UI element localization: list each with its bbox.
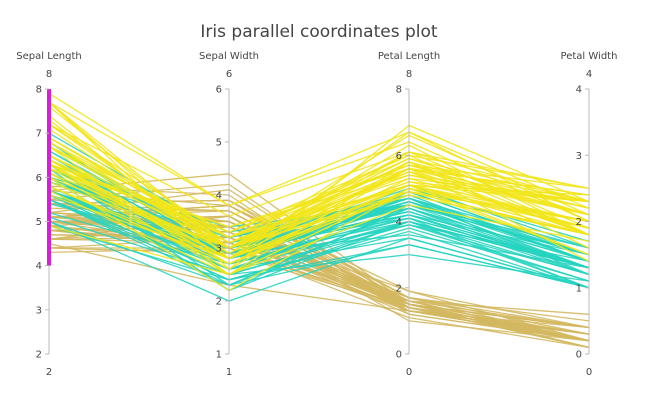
axis-1-label: Sepal Width — [199, 51, 259, 62]
axis-1-tick-label-2: 3 — [216, 244, 222, 255]
axis-2-tick-label-4: 8 — [396, 85, 402, 96]
axis-2-tick-label-1: 2 — [396, 283, 402, 294]
axis-3-range-min: 0 — [586, 367, 592, 378]
axis-3-tick-label-1: 1 — [576, 283, 582, 294]
axis-1[interactable]: Sepal Width 6 11 2 3 4 5 6 — [199, 51, 259, 378]
series-2-line-42 — [48, 184, 590, 265]
series-2-line-40 — [48, 145, 590, 244]
series-2-line-38 — [48, 176, 590, 249]
axis-2-label: Petal Length — [378, 51, 440, 62]
axis-2-tick-label-0: 0 — [396, 350, 402, 361]
axis-2-tick-label-3: 6 — [396, 151, 402, 162]
series-2-line-47 — [48, 154, 590, 249]
axis-1-tick-label-1: 2 — [216, 297, 222, 308]
axis-0-tick-label-5: 7 — [36, 129, 42, 140]
series-2-line-17 — [48, 101, 590, 209]
series-2-line-46 — [48, 163, 590, 276]
axis-2[interactable]: Petal Length 8 00 2 4 6 8 — [378, 51, 440, 378]
series-2-line-48 — [48, 167, 590, 228]
axis-1-range-max: 6 — [226, 69, 232, 80]
axis-0-tick-label-4: 6 — [36, 173, 42, 184]
series-1-line-42 — [48, 185, 590, 276]
axis-1-tick-label-5: 6 — [216, 85, 222, 96]
series-2-line-5 — [48, 106, 590, 249]
axis-3-tick-label-0: 0 — [576, 350, 582, 361]
axis-3-tick-label-2: 2 — [576, 217, 582, 228]
axis-1-tick-label-4: 5 — [216, 138, 222, 149]
axis-3-tick-label-3: 3 — [576, 151, 582, 162]
axis-0-range-max: 8 — [46, 69, 52, 80]
axis-2-tick-label-2: 4 — [396, 217, 402, 228]
axis-3-tick-label-4: 4 — [576, 85, 582, 96]
axis-0-tick-label-6: 8 — [36, 85, 42, 96]
axis-1-tick-label-3: 4 — [216, 191, 222, 202]
axis-3-label: Petal Width — [561, 51, 618, 62]
series-1-line-31 — [48, 198, 590, 289]
axis-1-tick-label-0: 1 — [216, 350, 222, 361]
axis-1-range-min: 1 — [226, 367, 232, 378]
series-2-line-27 — [48, 172, 590, 249]
axis-0-range-min: 2 — [46, 367, 52, 378]
axis-3[interactable]: Petal Width 4 00 1 2 3 4 — [561, 51, 618, 378]
series-2-line-2 — [48, 128, 590, 249]
axis-0-label: Sepal Length — [16, 51, 81, 62]
axis-3-range-max: 4 — [586, 69, 592, 80]
axis-0-tick-label-0: 2 — [36, 350, 42, 361]
axis-0[interactable]: Sepal Length 8 22 3 4 5 6 7 8 — [16, 51, 81, 378]
axis-0-tick-label-1: 3 — [36, 305, 42, 316]
axis-0-tick-label-2: 4 — [36, 261, 42, 272]
series-1-line-48 — [48, 216, 590, 282]
chart-title: Iris parallel coordinates plot — [200, 22, 437, 42]
polylines-layer — [48, 92, 590, 349]
series-2-line-19 — [48, 176, 590, 292]
series-2-line-49 — [48, 181, 590, 249]
axis-0-tick-label-3: 5 — [36, 217, 42, 228]
axis-2-range-min: 0 — [406, 367, 412, 378]
series-2-line-44 — [48, 145, 590, 233]
axis-2-range-max: 8 — [406, 69, 412, 80]
